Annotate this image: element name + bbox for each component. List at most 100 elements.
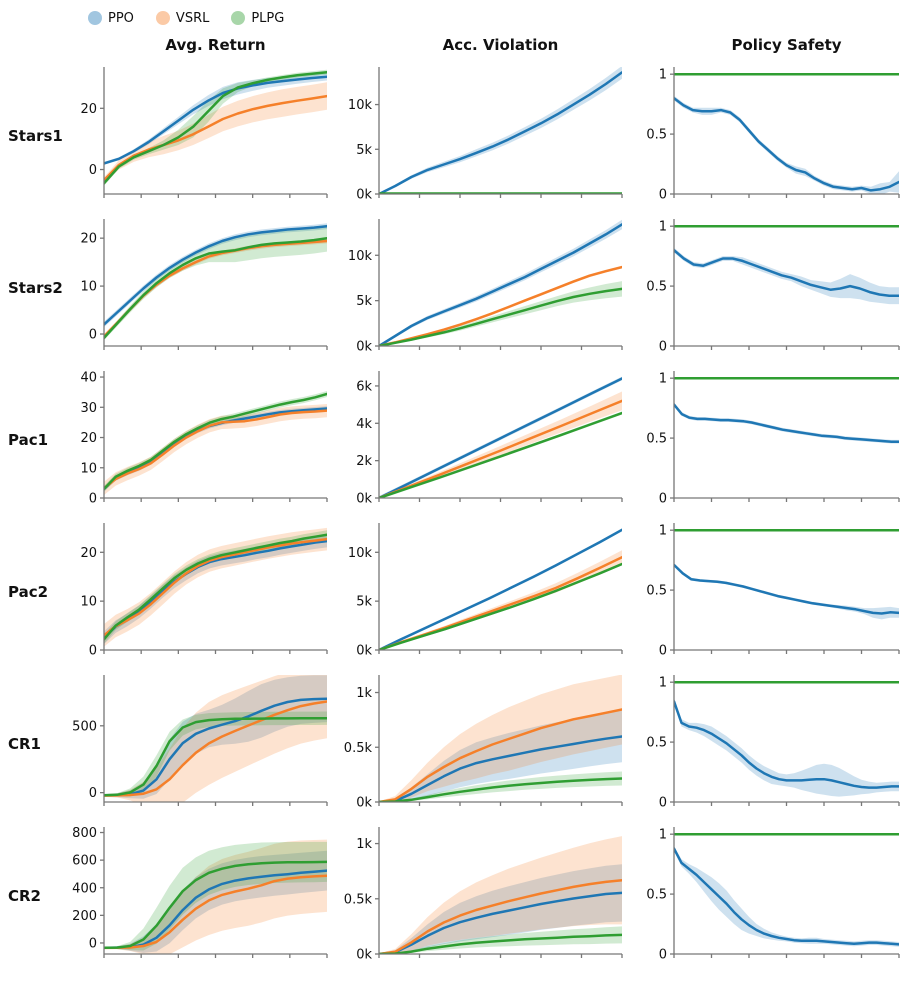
svg-text:0: 0: [89, 644, 97, 659]
svg-text:5k: 5k: [356, 143, 372, 158]
svg-text:0.5: 0.5: [646, 888, 667, 903]
svg-text:4k: 4k: [356, 417, 372, 432]
legend: PPO VSRL PLPG: [88, 6, 907, 30]
svg-text:10: 10: [80, 595, 97, 610]
chart-pac1-acc-violation: 0k 2k 4k 6k: [356, 371, 623, 507]
column-title-policy-safety: Policy Safety: [731, 36, 842, 54]
chart-stars2-avg-return: 0 10 20: [80, 219, 328, 350]
svg-text:10k: 10k: [348, 546, 373, 561]
legend-item-ppo: PPO: [88, 11, 134, 26]
svg-text:800: 800: [72, 826, 97, 841]
svg-text:0k: 0k: [356, 340, 372, 355]
svg-text:0: 0: [659, 796, 667, 811]
legend-marker-plpg: [231, 11, 246, 25]
chart-stars1-policy-safety: 00.51: [646, 67, 900, 203]
chart-row-stars2: Stars2 0 10 20 0k 5k 10k 0 0.5 1: [0, 212, 907, 364]
row-label-pac1: Pac1: [8, 431, 49, 449]
chart-stars2-policy-safety: 00.51: [646, 219, 900, 355]
chart-row-pac2: Pac2 0 10 20 0k 5k 10k 0 0.5 1: [0, 516, 907, 668]
chart-row-cr1: CR1 0 500 0k 0.5k 1k 0 0.5 1: [0, 668, 907, 820]
legend-item-vsrl: VSRL: [155, 10, 210, 26]
legend-item-plpg: PLPG: [231, 11, 284, 26]
chart-stars2-acc-violation: 0k 5k 10k: [348, 219, 623, 355]
svg-text:0.5k: 0.5k: [344, 892, 373, 907]
svg-text:1: 1: [659, 524, 667, 539]
svg-text:30: 30: [80, 401, 97, 416]
chart-pac1-avg-return: 0 10 20 30 40: [80, 371, 328, 507]
row-label-stars2: Stars2: [8, 279, 63, 297]
svg-text:40: 40: [80, 371, 97, 386]
svg-text:1k: 1k: [356, 686, 372, 701]
legend-marker-ppo: [88, 11, 102, 25]
svg-text:0: 0: [89, 163, 97, 178]
svg-text:5k: 5k: [356, 294, 372, 309]
svg-text:400: 400: [72, 881, 97, 896]
svg-text:0.5: 0.5: [646, 128, 667, 143]
chart-stars1-avg-return: 0 20: [80, 67, 328, 198]
chart-pac1-policy-safety: 00.51: [646, 371, 900, 507]
chart-cr1-acc-violation: 0k 0.5k 1k: [344, 675, 623, 811]
svg-text:20: 20: [80, 546, 97, 561]
chart-row-cr2: CR2 0 200 400 600 800 0k 0.5k 1k 0 0.5 1: [0, 820, 907, 972]
svg-text:10k: 10k: [348, 98, 373, 113]
chart-stars1-acc-violation: 0k 5k 10k: [348, 67, 623, 203]
svg-text:5k: 5k: [356, 595, 372, 610]
svg-text:20: 20: [80, 232, 97, 247]
legend-label-vsrl: VSRL: [175, 10, 210, 26]
svg-text:0k: 0k: [356, 948, 372, 963]
svg-text:0k: 0k: [356, 188, 372, 203]
row-label-pac2: Pac2: [8, 583, 49, 601]
chart-pac2-acc-violation: 0k 5k 10k: [348, 523, 623, 659]
svg-text:600: 600: [72, 854, 97, 869]
svg-text:2k: 2k: [356, 454, 372, 469]
legend-label-ppo: PPO: [108, 10, 134, 26]
svg-text:0.5: 0.5: [646, 280, 667, 295]
row-label-cr1: CR1: [8, 735, 41, 753]
svg-text:10: 10: [80, 280, 97, 295]
svg-text:1: 1: [659, 68, 667, 83]
figure: PPO VSRL PLPG Avg. Return Acc. Violation…: [0, 6, 907, 972]
row-label-stars1: Stars1: [8, 127, 63, 145]
row-label-cr2: CR2: [8, 887, 41, 905]
legend-label-plpg: PLPG: [251, 10, 285, 26]
column-title-acc-violation: Acc. Violation: [442, 36, 559, 54]
svg-text:0: 0: [659, 644, 667, 659]
svg-text:1: 1: [659, 372, 667, 387]
svg-text:0: 0: [89, 937, 97, 952]
svg-text:500: 500: [72, 719, 97, 734]
chart-cr2-avg-return: 0 200 400 600 800: [72, 826, 328, 958]
chart-pac2-avg-return: 0 10 20: [80, 523, 328, 659]
column-titles: Avg. Return Acc. Violation Policy Safety: [0, 30, 907, 60]
chart-cr1-policy-safety: 00.51: [646, 675, 900, 811]
chart-cr1-avg-return: 0 500: [72, 675, 328, 806]
svg-text:0.5: 0.5: [646, 584, 667, 599]
svg-text:0: 0: [659, 492, 667, 507]
svg-text:200: 200: [72, 909, 97, 924]
svg-text:0: 0: [659, 340, 667, 355]
svg-text:0: 0: [89, 328, 97, 343]
column-title-avg-return: Avg. Return: [165, 36, 266, 54]
chart-row-stars1: Stars1 0 20 0k 5k 10k 0 0.5 1: [0, 60, 907, 212]
svg-text:0: 0: [89, 786, 97, 801]
svg-text:20: 20: [80, 431, 97, 446]
svg-text:20: 20: [80, 102, 97, 117]
svg-text:10: 10: [80, 461, 97, 476]
svg-text:0.5k: 0.5k: [344, 741, 373, 756]
legend-marker-vsrl: [155, 11, 170, 25]
svg-text:0k: 0k: [356, 644, 372, 659]
svg-text:0.5: 0.5: [646, 736, 667, 751]
svg-text:1: 1: [659, 676, 667, 691]
svg-text:0: 0: [89, 492, 97, 507]
svg-text:6k: 6k: [356, 379, 372, 394]
svg-text:0.5: 0.5: [646, 432, 667, 447]
svg-text:0: 0: [659, 188, 667, 203]
chart-pac2-policy-safety: 00.51: [646, 523, 900, 659]
svg-text:1k: 1k: [356, 837, 372, 852]
svg-text:0k: 0k: [356, 796, 372, 811]
svg-text:10k: 10k: [348, 249, 373, 264]
svg-text:0: 0: [659, 948, 667, 963]
chart-row-pac1: Pac1 0 10 20 30 40 0k 2k 4k 6k 0 0.5 1: [0, 364, 907, 516]
svg-text:0k: 0k: [356, 492, 372, 507]
chart-cr2-acc-violation: 0k 0.5k 1k: [344, 827, 623, 963]
svg-text:1: 1: [659, 828, 667, 843]
